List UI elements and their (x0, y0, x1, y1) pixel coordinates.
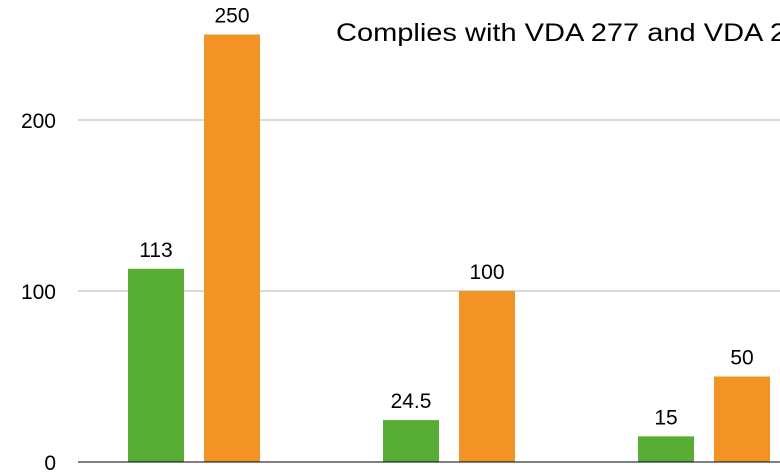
bar (714, 376, 770, 462)
data-label: 24.5 (391, 390, 432, 413)
chart-title: Complies with VDA 277 and VDA 2 (336, 19, 780, 47)
bar (638, 436, 694, 462)
data-label: 250 (214, 5, 249, 28)
bar (383, 420, 439, 462)
data-label: 100 (469, 261, 504, 284)
y-tick-label: 0 (44, 452, 56, 470)
bar (459, 291, 515, 462)
gridlines (78, 119, 780, 292)
data-labels: 113 24.5 15 250 100 50 (139, 5, 753, 430)
y-tick-label: 100 (21, 281, 56, 304)
bar (204, 34, 260, 462)
y-tick-label: 200 (21, 110, 56, 133)
data-label: 15 (654, 406, 677, 429)
bars (128, 34, 770, 462)
data-label: 50 (730, 347, 753, 370)
data-label: 113 (139, 239, 172, 262)
bar (128, 268, 184, 462)
y-axis-ticks: 0 100 200 (21, 110, 56, 475)
